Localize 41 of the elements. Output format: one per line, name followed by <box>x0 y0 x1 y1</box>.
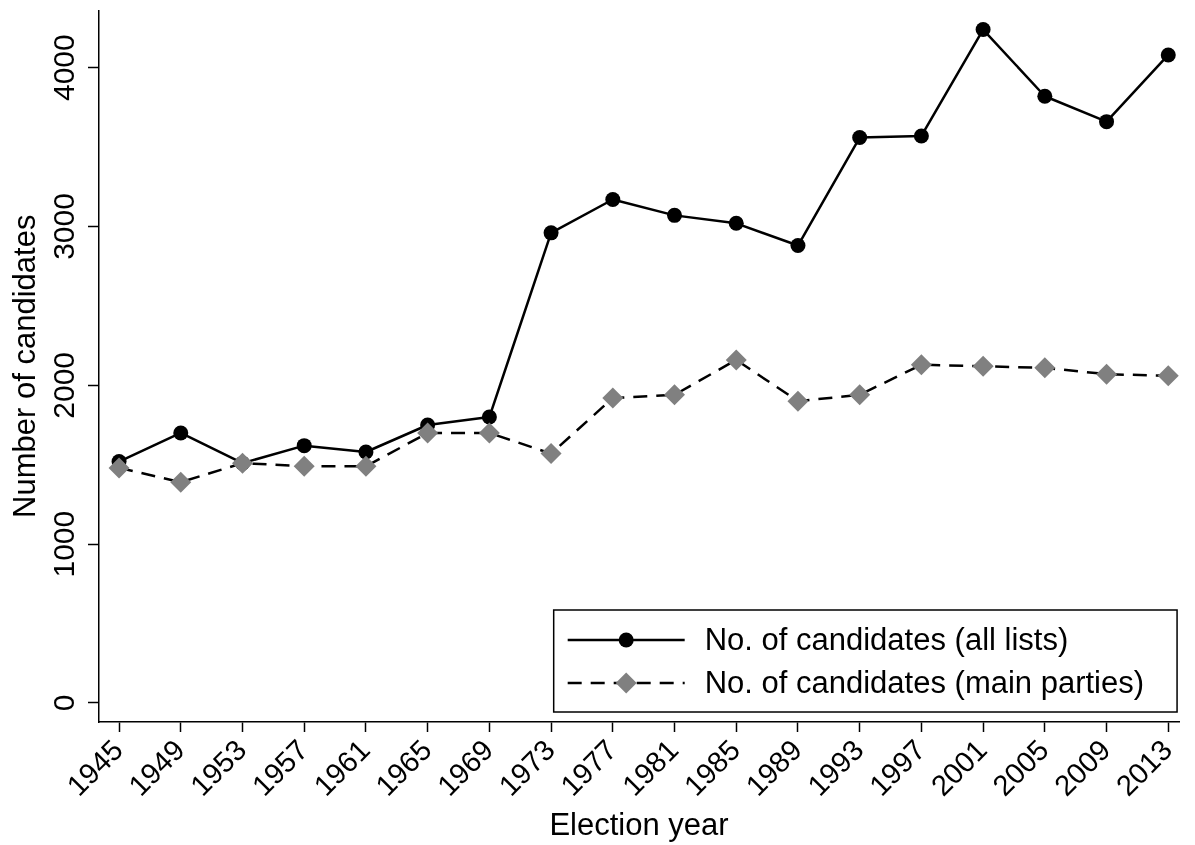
legend-label: No. of candidates (all lists) <box>704 621 1069 657</box>
point <box>543 225 559 241</box>
y-tick-label: 0 <box>47 694 80 712</box>
point <box>540 443 562 465</box>
point <box>1096 363 1118 385</box>
point <box>417 422 439 444</box>
point <box>605 191 621 207</box>
point <box>852 130 868 146</box>
point <box>972 355 994 377</box>
point <box>296 438 312 454</box>
y-tick-label: 4000 <box>47 34 80 102</box>
point <box>293 455 315 477</box>
point <box>1099 114 1115 130</box>
point <box>725 349 747 371</box>
point <box>787 390 809 412</box>
y-tick-label: 1000 <box>47 510 80 578</box>
y-tick-label: 3000 <box>47 193 80 260</box>
point <box>1034 357 1056 379</box>
point <box>667 207 683 223</box>
point <box>481 409 497 425</box>
legend-label: No. of candidates (main parties) <box>704 664 1145 700</box>
point <box>355 455 377 477</box>
point <box>975 22 991 38</box>
point <box>170 471 192 493</box>
point <box>664 384 686 406</box>
point <box>728 215 744 231</box>
point <box>1037 88 1053 104</box>
x-axis-title: Election year <box>549 806 729 842</box>
point <box>231 452 253 474</box>
point <box>790 238 806 254</box>
point <box>602 387 624 409</box>
point <box>913 128 929 144</box>
point <box>910 354 932 376</box>
point <box>108 457 130 479</box>
y-axis-title: Number of candidates <box>7 214 43 518</box>
point <box>1160 47 1176 63</box>
point <box>173 425 189 441</box>
y-tick-label: 2000 <box>47 351 80 419</box>
point <box>849 384 871 406</box>
point <box>478 422 500 444</box>
point <box>1157 365 1179 387</box>
